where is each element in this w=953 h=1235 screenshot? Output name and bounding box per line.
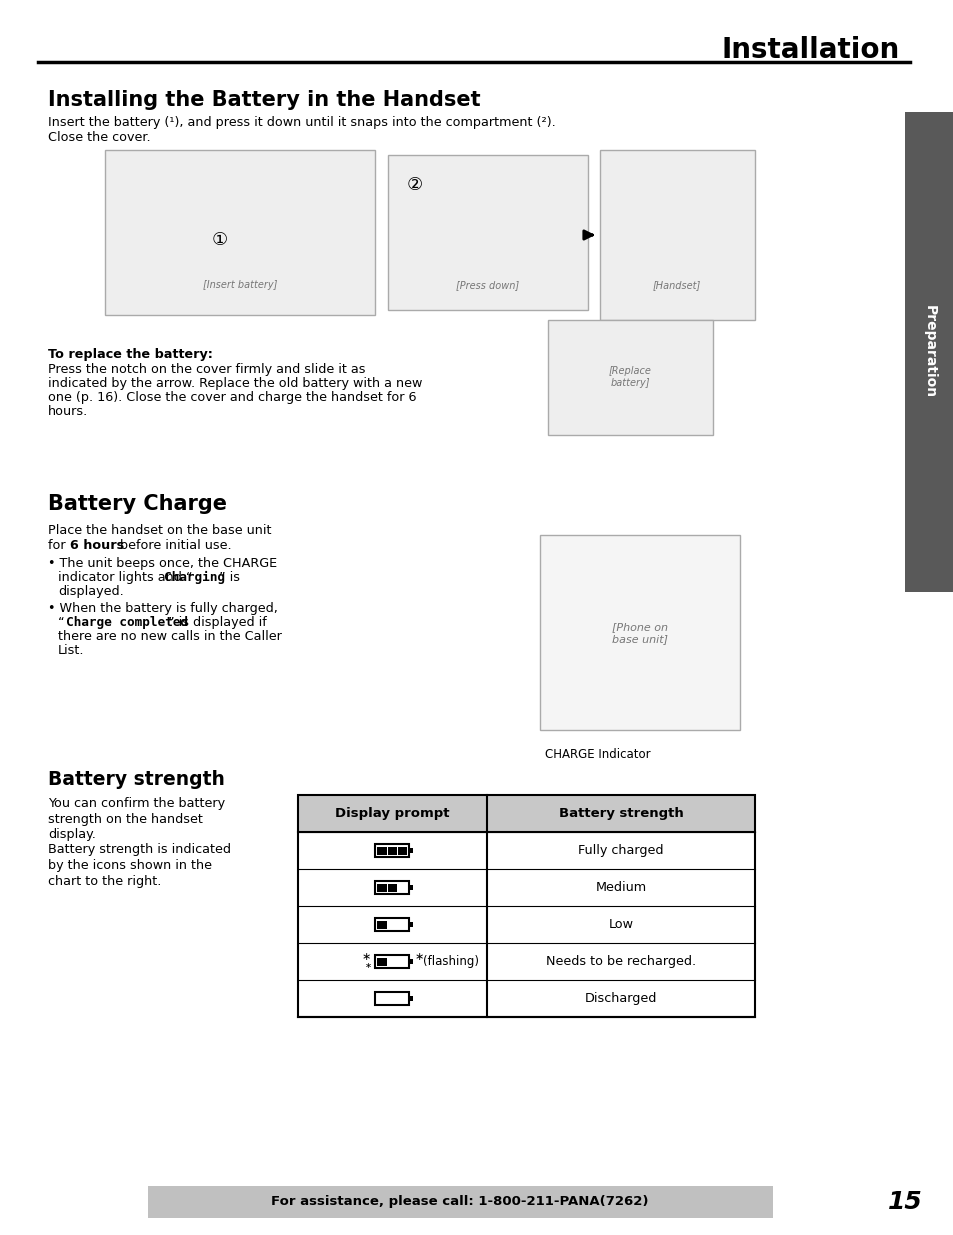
Bar <box>409 958 413 965</box>
Bar <box>377 846 386 855</box>
Text: for: for <box>48 538 70 552</box>
Text: ①: ① <box>212 231 228 249</box>
Bar <box>375 844 409 857</box>
Text: strength on the handset: strength on the handset <box>48 813 203 825</box>
Bar <box>904 112 953 592</box>
Text: Charge completed: Charge completed <box>66 616 188 629</box>
Text: “: “ <box>58 616 65 629</box>
Text: ∗: ∗ <box>365 961 372 969</box>
Text: Close the cover.: Close the cover. <box>48 131 151 144</box>
Bar <box>375 992 409 1005</box>
Bar <box>599 149 754 320</box>
Bar <box>297 832 754 869</box>
Text: [Replace
battery]: [Replace battery] <box>608 367 651 388</box>
Text: [Insert battery]: [Insert battery] <box>203 280 277 290</box>
Text: chart to the right.: chart to the right. <box>48 874 161 888</box>
Text: indicated by the arrow. Replace the old battery with a new: indicated by the arrow. Replace the old … <box>48 377 422 390</box>
Text: before initial use.: before initial use. <box>116 538 232 552</box>
Bar <box>387 883 396 892</box>
Text: Installation: Installation <box>721 36 899 64</box>
Text: [Handset]: [Handset] <box>652 280 700 290</box>
Bar <box>387 846 396 855</box>
Bar <box>105 149 375 315</box>
Text: indicator lights and “: indicator lights and “ <box>58 571 193 584</box>
Bar <box>377 957 386 966</box>
Text: List.: List. <box>58 643 85 657</box>
Bar <box>547 320 712 435</box>
Text: Battery strength: Battery strength <box>558 806 682 820</box>
Text: • The unit beeps once, the CHARGE: • The unit beeps once, the CHARGE <box>48 557 276 571</box>
Text: ②: ② <box>407 177 422 194</box>
Bar <box>409 848 413 853</box>
Text: For assistance, please call: 1-800-211-PANA(7262): For assistance, please call: 1-800-211-P… <box>271 1195 648 1209</box>
Text: by the icons shown in the: by the icons shown in the <box>48 860 212 872</box>
Text: there are no new calls in the Caller: there are no new calls in the Caller <box>58 630 281 643</box>
Text: Needs to be recharged.: Needs to be recharged. <box>545 955 696 968</box>
Bar <box>409 921 413 927</box>
Bar <box>297 981 754 1016</box>
Text: You can confirm the battery: You can confirm the battery <box>48 797 225 810</box>
Text: display.: display. <box>48 827 95 841</box>
Text: • When the battery is fully charged,: • When the battery is fully charged, <box>48 601 277 615</box>
Text: [Phone on
base unit]: [Phone on base unit] <box>612 622 667 643</box>
Bar <box>409 995 413 1002</box>
Text: displayed.: displayed. <box>58 585 124 598</box>
Bar <box>375 955 409 968</box>
Bar <box>377 920 386 929</box>
Text: Insert the battery (¹), and press it down until it snaps into the compartment (²: Insert the battery (¹), and press it dow… <box>48 116 556 128</box>
Text: Battery Charge: Battery Charge <box>48 494 227 514</box>
Bar <box>375 918 409 931</box>
Text: Place the handset on the base unit: Place the handset on the base unit <box>48 524 272 537</box>
Bar <box>539 535 740 730</box>
Text: ” is displayed if: ” is displayed if <box>168 616 267 629</box>
Bar <box>375 881 409 894</box>
Text: Installing the Battery in the Handset: Installing the Battery in the Handset <box>48 90 480 110</box>
Text: Low: Low <box>608 918 633 931</box>
Text: 15: 15 <box>886 1191 922 1214</box>
Bar <box>297 906 754 944</box>
Text: Preparation: Preparation <box>922 305 936 399</box>
Text: one (p. 16). Close the cover and charge the handset for 6: one (p. 16). Close the cover and charge … <box>48 391 416 404</box>
Bar <box>388 156 587 310</box>
Text: ∗: ∗ <box>415 951 424 962</box>
Text: Charging: Charging <box>164 571 225 584</box>
Text: Medium: Medium <box>595 881 646 894</box>
Bar <box>148 1186 772 1218</box>
Text: (flashing): (flashing) <box>423 955 479 968</box>
Bar <box>377 883 386 892</box>
Text: Press the notch on the cover firmly and slide it as: Press the notch on the cover firmly and … <box>48 363 365 375</box>
Text: 6 hours: 6 hours <box>70 538 124 552</box>
Text: ” is: ” is <box>219 571 240 584</box>
Text: Fully charged: Fully charged <box>578 844 663 857</box>
Text: Battery strength is indicated: Battery strength is indicated <box>48 844 231 857</box>
Bar <box>297 869 754 906</box>
Bar <box>397 846 407 855</box>
Bar <box>297 944 754 981</box>
Text: Battery strength: Battery strength <box>48 769 225 789</box>
Text: ∗: ∗ <box>361 951 371 962</box>
Bar <box>297 795 754 1016</box>
Bar <box>297 795 754 832</box>
Text: To replace the battery:: To replace the battery: <box>48 348 213 361</box>
Text: [Press down]: [Press down] <box>456 280 519 290</box>
Text: Discharged: Discharged <box>584 992 657 1005</box>
Text: CHARGE Indicator: CHARGE Indicator <box>544 748 650 761</box>
Text: hours.: hours. <box>48 405 89 417</box>
Bar <box>409 885 413 890</box>
Text: Display prompt: Display prompt <box>335 806 449 820</box>
